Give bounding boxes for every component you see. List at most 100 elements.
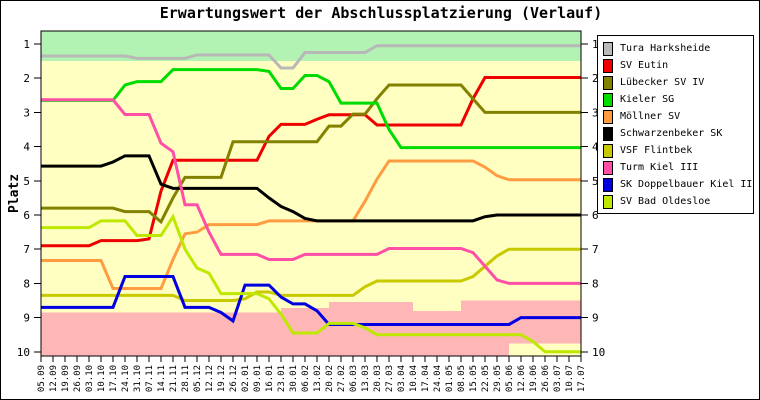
x-tick-label: 26.09 xyxy=(73,365,83,392)
x-tick-label: 29.05 xyxy=(493,365,503,392)
legend-item: Möllner SV xyxy=(603,108,753,125)
y-tick-label: 5 xyxy=(23,175,30,188)
x-tick-label: 07.11 xyxy=(145,365,155,392)
series-line-l-becker-sv-iv xyxy=(41,83,581,225)
x-tick-label: 10.10 xyxy=(97,365,107,392)
x-tick-label: 03.10 xyxy=(85,365,95,392)
legend-item: Lübecker SV IV xyxy=(603,74,753,91)
x-tick-label: 15.05 xyxy=(469,365,479,392)
x-tick-label: 20.03 xyxy=(373,365,383,392)
x-tick-label: 05.12 xyxy=(193,365,203,392)
legend-color-swatch xyxy=(603,92,613,107)
x-tick-label: 22.05 xyxy=(481,365,491,392)
legend-color-swatch xyxy=(603,160,613,175)
legend-item: Turm Kiel III xyxy=(603,159,753,176)
legend-label: SV Eutin xyxy=(620,60,669,71)
legend-label: Möllner SV xyxy=(620,111,681,122)
x-tick-label: 21.11 xyxy=(169,365,179,392)
x-tick-label: 14.11 xyxy=(157,365,167,392)
series-line-sv-bad-oldesloe xyxy=(41,213,581,354)
x-tick-label: 20.02 xyxy=(325,365,335,392)
x-tick-label: 08.05 xyxy=(457,365,467,392)
chart-title: Erwartungswert der Abschlussplatzierung … xyxy=(159,4,603,22)
y-tick-label: 10 xyxy=(17,346,30,359)
y-tick-label: 6 xyxy=(23,209,30,222)
legend-label: Schwarzenbeker SK xyxy=(620,128,723,139)
series-line-kieler-sg xyxy=(41,68,581,150)
legend-color-swatch xyxy=(603,126,613,141)
x-tick-label: 30.01 xyxy=(289,365,299,392)
x-tick-label: 12.09 xyxy=(49,365,59,392)
y-tick-label: 4 xyxy=(592,141,599,154)
legend-label: Turm Kiel III xyxy=(620,162,699,173)
y-tick-label: 8 xyxy=(23,277,30,290)
series-line-tura-harksheide xyxy=(41,44,581,70)
y-tick-label: 7 xyxy=(23,243,30,256)
x-tick-label: 19.06 xyxy=(529,365,539,392)
y-tick-label: 3 xyxy=(592,106,599,119)
series-line-sk-doppelbauer-kiel-ii xyxy=(41,275,581,326)
y-tick-label: 9 xyxy=(23,312,30,325)
x-tick-label: 24.04 xyxy=(433,365,443,392)
x-tick-label: 26.06 xyxy=(541,365,551,392)
legend-label: SV Bad Oldesloe xyxy=(620,196,711,207)
legend-color-swatch xyxy=(603,194,613,209)
legend-item: SV Eutin xyxy=(603,57,753,74)
y-tick-label: 2 xyxy=(23,72,30,85)
x-tick-label: 13.02 xyxy=(313,365,323,392)
x-tick-label: 19.09 xyxy=(61,365,71,392)
series-line-schwarzenbeker-sk xyxy=(41,154,581,223)
series-line-turm-kiel-iii xyxy=(41,98,581,285)
y-tick-label: 6 xyxy=(592,209,599,222)
legend-color-swatch xyxy=(603,58,613,73)
x-tick-label: 06.02 xyxy=(301,365,311,392)
x-tick-label: 12.12 xyxy=(205,365,215,392)
x-tick-label: 31.10 xyxy=(133,365,143,392)
legend-item: Tura Harksheide xyxy=(603,40,753,57)
legend-label: SK Doppelbauer Kiel II xyxy=(620,179,753,190)
x-tick-label: 19.12 xyxy=(217,365,227,392)
x-tick-label: 27.03 xyxy=(385,365,395,392)
legend-label: Tura Harksheide xyxy=(620,43,711,54)
y-tick-label: 10 xyxy=(592,346,605,359)
y-tick-label: 9 xyxy=(592,312,599,325)
legend-label: Lübecker SV IV xyxy=(620,77,705,88)
x-tick-label: 05.09 xyxy=(37,365,47,392)
legend-item: Schwarzenbeker SK xyxy=(603,125,753,142)
y-tick-label: 5 xyxy=(592,175,599,188)
x-tick-label: 03.04 xyxy=(397,365,407,392)
legend-color-swatch xyxy=(603,41,613,56)
x-tick-label: 16.01 xyxy=(265,365,275,392)
x-tick-label: 03.07 xyxy=(553,365,563,392)
y-tick-label: 4 xyxy=(23,141,30,154)
y-tick-label: 7 xyxy=(592,243,599,256)
y-tick-label: 2 xyxy=(592,72,599,85)
x-tick-label: 17.07 xyxy=(577,365,587,392)
x-tick-label: 27.02 xyxy=(337,365,347,392)
x-tick-label: 13.03 xyxy=(361,365,371,392)
legend-item: SV Bad Oldesloe xyxy=(603,193,753,210)
y-tick-label: 8 xyxy=(592,277,599,290)
x-tick-label: 26.12 xyxy=(229,365,239,392)
relegation-zone xyxy=(41,300,581,356)
legend-label: Kieler SG xyxy=(620,94,675,105)
series-line-sv-eutin xyxy=(41,76,581,248)
legend-color-swatch xyxy=(603,109,613,124)
series-line-vsf-flintbek xyxy=(41,247,581,302)
legend-item: Kieler SG xyxy=(603,91,753,108)
x-tick-label: 06.03 xyxy=(349,365,359,392)
x-tick-label: 09.01 xyxy=(253,365,263,392)
x-tick-label: 28.11 xyxy=(181,365,191,392)
x-tick-label: 17.10 xyxy=(109,365,119,392)
x-tick-label: 12.06 xyxy=(517,365,527,392)
legend-item: VSF Flintbek xyxy=(603,142,753,159)
legend-color-swatch xyxy=(603,143,613,158)
y-tick-label: 1 xyxy=(23,38,30,51)
x-tick-label: 01.05 xyxy=(445,365,455,392)
legend-item: SK Doppelbauer Kiel II xyxy=(603,176,753,193)
x-tick-label: 23.01 xyxy=(277,365,287,392)
x-tick-label: 17.04 xyxy=(421,365,431,392)
y-tick-label: 3 xyxy=(23,106,30,119)
